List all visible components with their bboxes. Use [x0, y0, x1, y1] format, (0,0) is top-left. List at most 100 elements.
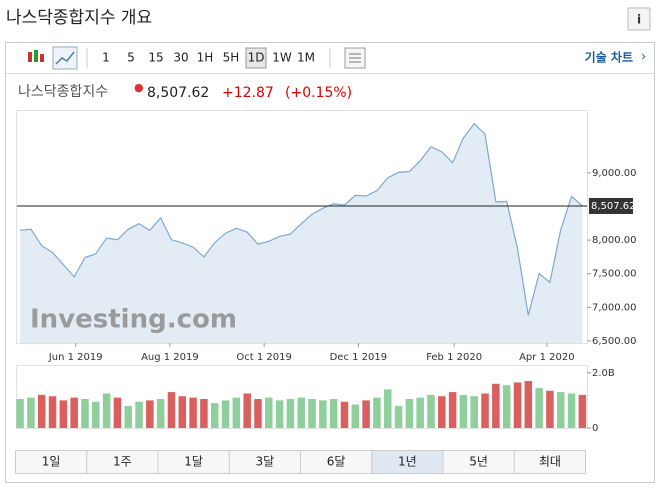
volume-bar	[178, 396, 187, 428]
volume-bar	[567, 393, 576, 428]
volume-bar	[524, 381, 533, 428]
svg-text:›: ›	[641, 50, 646, 65]
volume-bar	[438, 396, 446, 428]
volume-bar	[416, 397, 424, 428]
volume-bar	[329, 399, 338, 428]
volume-bar	[308, 399, 316, 428]
quote-name: 나스닥종합지수	[18, 84, 108, 100]
volume-bar	[135, 401, 143, 428]
range-button[interactable]: 최대	[539, 455, 561, 469]
volume-bar	[578, 394, 587, 428]
title: 나스닥종합지수 개요	[6, 8, 152, 28]
range-button[interactable]: 1주	[113, 455, 132, 469]
volume-bar	[70, 397, 78, 428]
watermark: Investing.com	[30, 305, 237, 335]
interval-button[interactable]: 1M	[297, 51, 315, 65]
volume-bar	[286, 399, 295, 428]
volume-bar	[156, 399, 165, 428]
volume-bar	[492, 383, 500, 428]
x-tick-label: Jun 1 2019	[48, 352, 103, 363]
y-tick-label: 7,500.00	[592, 269, 637, 280]
technical-chart-link[interactable]: 기술 차트	[585, 50, 633, 65]
volume-bar	[319, 400, 327, 428]
range-button[interactable]: 1달	[184, 455, 203, 469]
volume-bar	[189, 397, 197, 428]
volume-bar	[275, 400, 284, 428]
volume-bar	[254, 399, 262, 428]
interval-button[interactable]: 1	[102, 51, 110, 65]
candle-icon[interactable]	[28, 50, 44, 62]
volume-bar	[232, 397, 241, 428]
range-button[interactable]: 3달	[256, 455, 275, 469]
volume-tick-label: 0	[592, 423, 598, 434]
volume-bar	[556, 392, 565, 428]
volume-bar	[124, 405, 132, 428]
quote-price: 8,507.62	[147, 85, 209, 101]
volume-bar	[16, 399, 24, 428]
y-tick-label: 9,000.00	[592, 168, 637, 179]
range-button[interactable]: 1년	[398, 455, 417, 469]
interval-button[interactable]: 5H	[223, 51, 240, 65]
quote-change-pct: (+0.15%)	[285, 85, 352, 101]
volume-bar	[146, 400, 154, 428]
volume-bar	[351, 404, 360, 428]
volume-bar	[373, 397, 381, 428]
volume-bar	[513, 382, 522, 428]
y-tick-label: 8,000.00	[592, 235, 637, 246]
interval-button[interactable]: 1H	[197, 51, 214, 65]
x-tick-label: Apr 1 2020	[519, 352, 574, 363]
price-line	[20, 122, 583, 316]
interval-active	[245, 47, 267, 69]
volume-bar	[448, 392, 457, 428]
interval-button[interactable]: 1D	[248, 51, 265, 65]
volume-tick-label: 2.0B	[592, 368, 615, 379]
reference-label-bg	[589, 197, 633, 214]
line-icon[interactable]	[52, 46, 78, 70]
reference-label: 8,507.62	[591, 201, 636, 212]
interval-button[interactable]: 30	[173, 51, 188, 65]
volume-bar	[92, 401, 100, 428]
price-area	[20, 123, 583, 343]
x-tick-label: Dec 1 2019	[330, 352, 388, 363]
volume-bar	[27, 397, 35, 428]
volume-bar	[167, 392, 176, 428]
volume-bar	[102, 393, 111, 428]
volume-bar	[502, 385, 511, 428]
info-button[interactable]	[627, 7, 651, 31]
volume-bar	[200, 399, 208, 428]
range-button[interactable]: 1일	[42, 455, 61, 469]
widget-border	[5, 42, 655, 483]
info-icon: i	[637, 13, 641, 27]
volume-bar	[481, 393, 489, 428]
volume-bar	[362, 400, 370, 428]
volume-bar	[459, 394, 468, 428]
interval-button[interactable]: 5	[127, 51, 135, 65]
volume-bar	[427, 394, 435, 428]
y-tick-label: 7,000.00	[592, 302, 637, 313]
volume-bar	[221, 400, 230, 428]
volume-bar	[265, 397, 273, 428]
volume-bar	[535, 387, 543, 428]
volume-bar	[37, 394, 46, 428]
volume-bar	[546, 390, 554, 428]
quote-change: +12.87	[222, 85, 274, 101]
volume-bar	[210, 403, 219, 428]
range-button[interactable]: 5년	[469, 455, 488, 469]
x-tick-label: Aug 1 2019	[141, 352, 199, 363]
interval-button[interactable]: 15	[148, 51, 163, 65]
volume-bar	[470, 396, 478, 428]
volume-bar	[394, 405, 403, 428]
svg-text:●: ●	[134, 81, 144, 94]
volume-bar	[113, 397, 122, 428]
x-tick-label: Oct 1 2019	[236, 352, 291, 363]
volume-bar	[340, 401, 349, 428]
range-button[interactable]: 6달	[327, 455, 346, 469]
volume-bar	[297, 397, 305, 428]
volume-bar	[243, 393, 251, 428]
volume-bar	[405, 399, 414, 428]
x-tick-label: Feb 1 2020	[426, 352, 482, 363]
interval-button[interactable]: 1W	[272, 51, 292, 65]
volume-bar	[48, 396, 57, 428]
volume-bar	[59, 400, 68, 428]
